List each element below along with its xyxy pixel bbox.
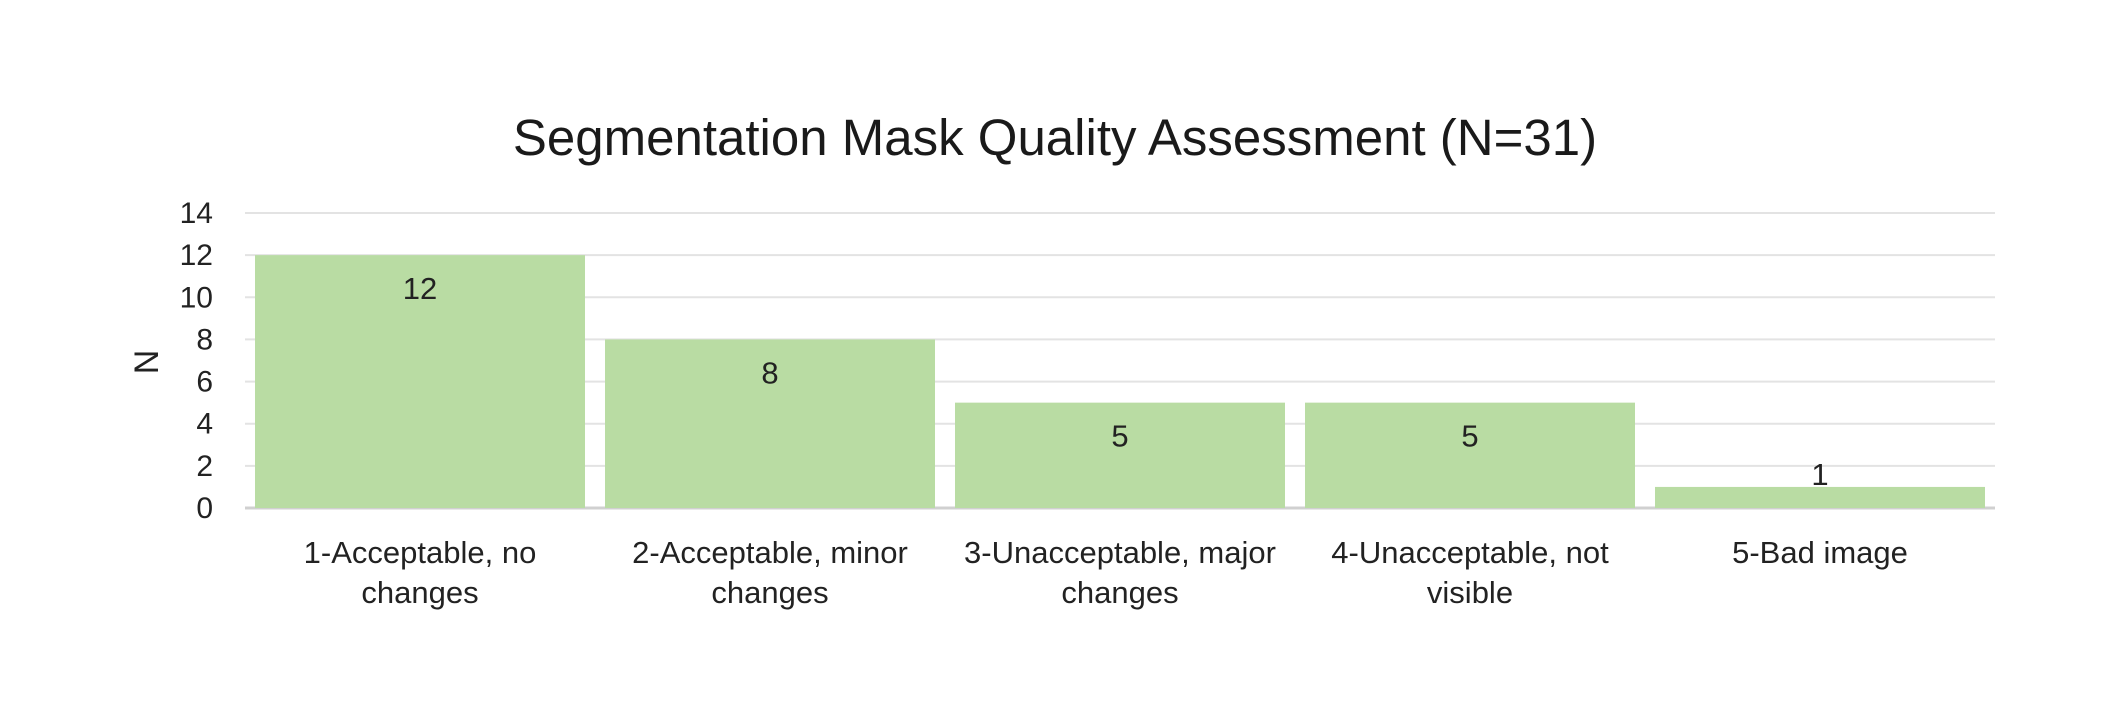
data-label: 5 bbox=[1111, 419, 1128, 454]
bar bbox=[605, 339, 935, 508]
y-tick-label: 12 bbox=[180, 239, 213, 272]
y-tick-label: 10 bbox=[180, 281, 213, 314]
x-tick-labels: 1-Acceptable, no changes 2-Acceptable, min… bbox=[304, 535, 1908, 610]
bar bbox=[255, 255, 585, 508]
y-tick-label: 8 bbox=[196, 323, 213, 356]
data-label: 12 bbox=[403, 271, 437, 306]
data-label: 8 bbox=[761, 355, 778, 390]
y-tick-labels: 0 2 4 6 8 10 12 14 bbox=[180, 197, 213, 525]
x-tick-label: 4-Unacceptable, not bbox=[1331, 535, 1609, 570]
bar bbox=[1655, 486, 1985, 508]
x-tick-label: changes bbox=[1061, 575, 1178, 610]
y-axis-label: N bbox=[128, 350, 166, 375]
x-tick-label: visible bbox=[1427, 575, 1513, 610]
bar bbox=[955, 402, 1285, 508]
y-tick-label: 2 bbox=[196, 450, 213, 483]
x-tick-label: changes bbox=[711, 575, 828, 610]
bar bbox=[1305, 402, 1635, 508]
x-tick-label: 1-Acceptable, no bbox=[304, 535, 537, 570]
chart-title: Segmentation Mask Quality Assessment (N=… bbox=[513, 109, 1597, 166]
y-tick-label: 0 bbox=[196, 492, 213, 525]
y-tick-label: 14 bbox=[180, 197, 213, 230]
x-tick-label: changes bbox=[361, 575, 478, 610]
x-tick-label: 2-Acceptable, minor bbox=[632, 535, 908, 570]
data-label: 1 bbox=[1811, 457, 1828, 492]
y-tick-label: 6 bbox=[196, 366, 213, 399]
bars bbox=[255, 255, 1985, 508]
x-tick-label: 5-Bad image bbox=[1732, 535, 1908, 570]
y-tick-label: 4 bbox=[196, 408, 213, 441]
x-tick-label: 3-Unacceptable, major bbox=[964, 535, 1276, 570]
data-label: 5 bbox=[1461, 419, 1478, 454]
data-labels: 12 8 5 5 1 bbox=[403, 271, 1829, 492]
